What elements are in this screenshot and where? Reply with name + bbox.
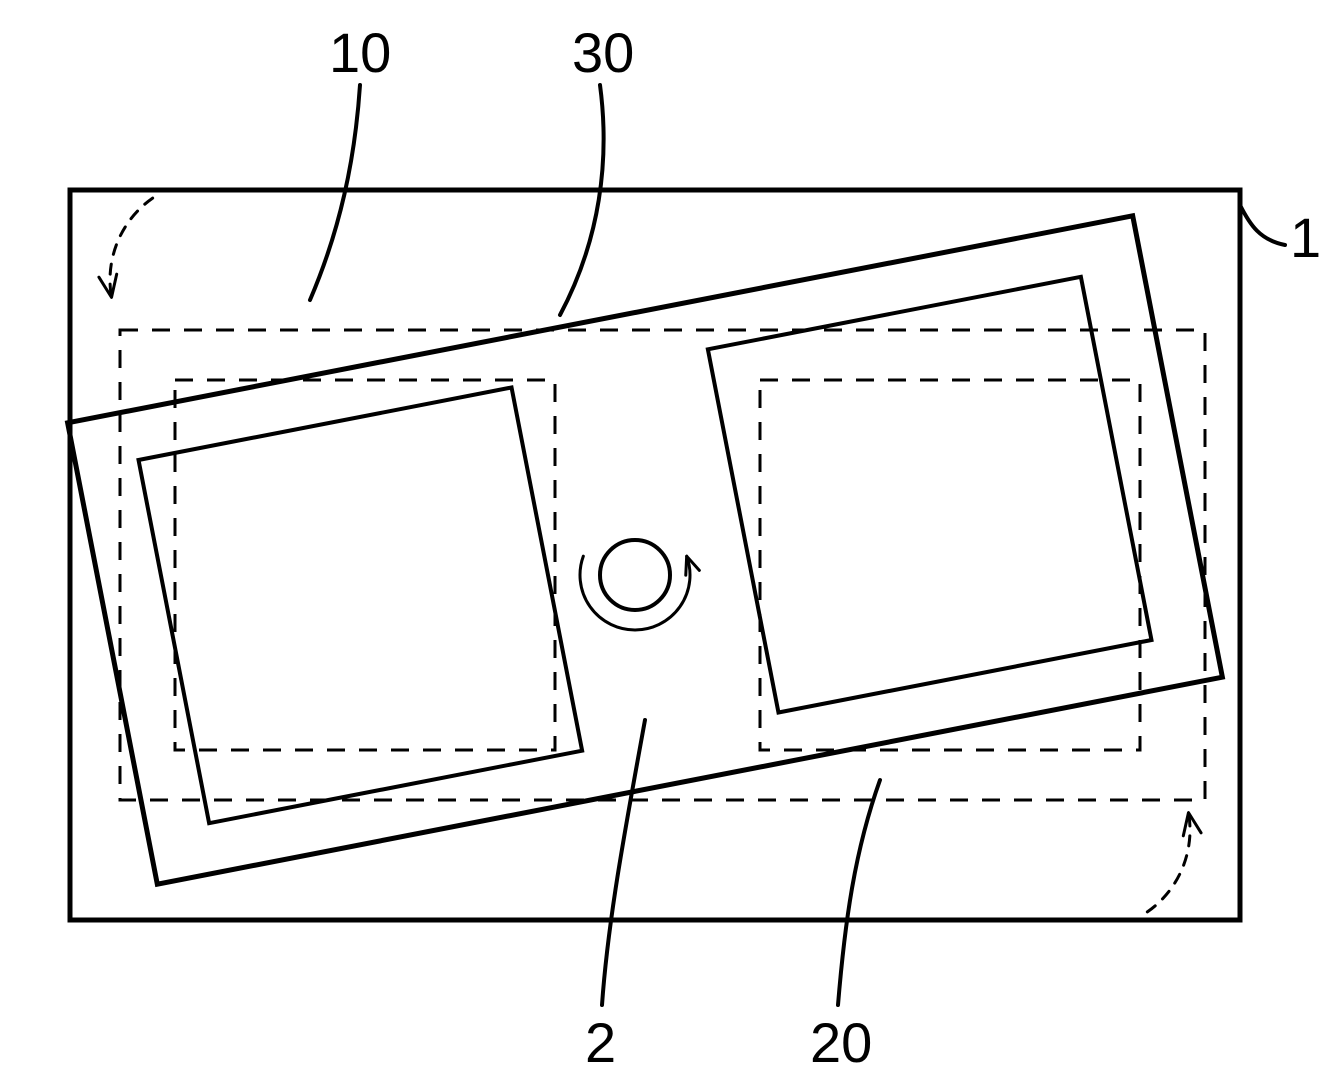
motion-arrow-right [1147, 813, 1190, 912]
ref-frame-right [760, 380, 1140, 750]
label-20: 20 [810, 1015, 872, 1071]
rotated-inner-right [708, 277, 1152, 713]
pivot-circle [600, 540, 670, 610]
leader-30 [560, 85, 604, 315]
leader-2 [602, 720, 645, 1005]
leader-1 [1240, 205, 1285, 245]
rotated-inner-left [139, 387, 583, 823]
diagram-svg [0, 0, 1323, 1087]
pivot-arrow [580, 556, 690, 630]
diagram-canvas: 10 30 1 2 20 [0, 0, 1323, 1087]
label-1: 1 [1290, 210, 1321, 266]
outer-box [70, 190, 1240, 920]
label-10: 10 [329, 25, 391, 81]
label-30: 30 [572, 25, 634, 81]
ref-frame-outer [120, 330, 1205, 800]
rotated-frame-outer [68, 216, 1223, 884]
label-2: 2 [585, 1015, 616, 1071]
motion-arrow-left [110, 198, 153, 297]
ref-frame-left [175, 380, 555, 750]
leader-20 [838, 780, 880, 1005]
